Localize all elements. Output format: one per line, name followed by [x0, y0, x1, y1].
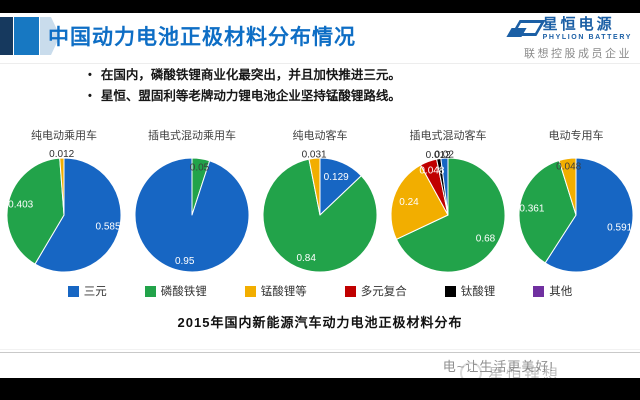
legend-swatch-icon — [444, 285, 456, 297]
header-divider — [0, 63, 640, 64]
legend-label: 锰酸锂等 — [260, 286, 307, 298]
slice-label: 0.95 — [175, 256, 195, 267]
slice-label: 0.012 — [49, 149, 74, 160]
title-accent — [0, 17, 60, 55]
slice-label: 0.129 — [324, 172, 349, 183]
pie-title: 纯电动客车 — [292, 130, 348, 142]
pie-slice-三元 — [134, 157, 250, 273]
legend-label: 磷酸铁锂 — [160, 286, 207, 298]
pie-slice-三元 — [544, 157, 634, 273]
accent-arrow-icon — [40, 17, 60, 55]
pie-svg: 0.585 0.403 0.012 — [6, 149, 122, 273]
pie-svg: 0.591 0.361 0.048 — [518, 157, 634, 273]
logo-english-name: PHYLION BATTERY — [542, 34, 632, 41]
pie-slice-磷酸铁锂 — [6, 157, 65, 265]
legend-swatch-icon — [533, 285, 545, 297]
pie-chart-5: 电动专用车 0.591 0.361 0.048 — [512, 128, 640, 277]
pie-svg: 0.05 0.95 — [134, 157, 250, 273]
slice-label: 0.84 — [296, 253, 316, 264]
slice-label: 0.585 — [95, 222, 120, 233]
legend-item-钛酸锂: 钛酸锂 — [444, 283, 496, 299]
pie-chart-2: 插电式混动乘用车 0.05 0.95 — [128, 128, 256, 277]
legend-item-三元: 三元 — [67, 283, 107, 299]
pie-slice-锰酸锂等 — [308, 157, 321, 216]
slice-label: 0.05 — [190, 162, 210, 173]
slice-label: 0.012 — [426, 150, 451, 161]
phylion-logo-icon — [506, 18, 546, 42]
bullet-text: 星恒、盟固利等老牌动力锂电池企业坚持锰酸锂路线。 — [100, 89, 401, 103]
pie-chart-3: 纯电动客车 0.129 0.84 0.031 — [256, 128, 384, 277]
legend-swatch-icon — [344, 285, 356, 297]
chart-legend: 三元 磷酸铁锂 锰酸锂等 多元复合 钛酸锂 其他 — [0, 283, 640, 299]
company-logo: 星恒电源 PHYLION BATTERY 联想控股成员企业 — [506, 17, 632, 61]
logo-tagline: 联想控股成员企业 — [524, 48, 632, 60]
pie-slice-锰酸锂等 — [390, 164, 449, 240]
slice-label: 0.048 — [556, 162, 581, 173]
chart-caption: 2015年国内新能源汽车动力电池正极材料分布 — [177, 315, 463, 330]
pie-charts-row: 纯电动乘用车 0.585 0.403 0.012 插电式混动乘用车 0.05 0.95 纯电动… — [0, 128, 640, 277]
bullet-item: • 在国内，磷酸铁锂商业化最突出，并且加快推进三元。 — [88, 67, 401, 83]
legend-item-锰酸锂等: 锰酸锂等 — [244, 283, 307, 299]
pie-slice-锰酸锂等 — [59, 157, 65, 216]
pie-title: 插电式混动乘用车 — [148, 130, 236, 142]
bullet-icon: • — [88, 90, 92, 102]
legend-label: 三元 — [83, 286, 107, 298]
pie-slice-三元 — [34, 157, 122, 273]
pie-chart-1: 纯电动乘用车 0.585 0.403 0.012 — [0, 128, 128, 277]
pie-title: 插电式混动客车 — [409, 130, 487, 142]
pie-svg: 0.129 0.84 0.031 — [262, 150, 378, 273]
top-black-bar — [0, 0, 640, 13]
page-title: 中国动力电池正极材料分布情况 — [48, 26, 356, 49]
legend-swatch-icon — [67, 285, 79, 297]
bullet-icon: • — [88, 69, 92, 81]
slice-label: 0.031 — [302, 150, 327, 161]
footer-divider — [0, 352, 640, 353]
logo-company-name: 星恒电源 — [542, 16, 615, 33]
pie-title: 纯电动乘用车 — [31, 130, 97, 142]
pie-chart-4: 插电式混动客车 0.68 0.24 0.048 0.012 0.02 — [384, 128, 512, 277]
pie-slice-三元 — [440, 157, 449, 216]
bullet-list: • 在国内，磷酸铁锂商业化最突出，并且加快推进三元。 • 星恒、盟固利等老牌动力… — [88, 67, 401, 109]
bottom-black-bar — [0, 378, 640, 400]
pie-slice-磷酸铁锂 — [395, 157, 506, 273]
pie-title: 电动专用车 — [548, 130, 604, 142]
slice-label: 0.68 — [476, 233, 496, 244]
slice-label: 0.403 — [8, 200, 33, 211]
bullet-text: 在国内，磷酸铁锂商业化最突出，并且加快推进三元。 — [100, 68, 401, 82]
pie-slice-锰酸锂等 — [558, 157, 577, 216]
pie-slice-磷酸铁锂 — [518, 160, 577, 264]
logo-row: 星恒电源 PHYLION BATTERY — [506, 17, 632, 42]
slice-label: 0.048 — [419, 166, 444, 177]
legend-swatch-icon — [244, 285, 256, 297]
slice-label: 0.361 — [519, 204, 544, 215]
slice-label: 0.24 — [399, 197, 419, 208]
legend-item-磷酸铁锂: 磷酸铁锂 — [144, 283, 207, 299]
legend-label: 其他 — [549, 286, 573, 298]
bullet-item: • 星恒、盟固利等老牌动力锂电池企业坚持锰酸锂路线。 — [88, 88, 401, 104]
logo-text: 星恒电源 PHYLION BATTERY — [543, 17, 632, 42]
accent-blue-block — [14, 17, 39, 55]
pie-slice-磷酸铁锂 — [262, 158, 378, 273]
accent-navy-block — [0, 17, 13, 55]
legend-item-其他: 其他 — [533, 283, 572, 299]
legend-item-多元复合: 多元复合 — [344, 283, 407, 299]
legend-swatch-icon — [144, 285, 156, 297]
legend-label: 钛酸锂 — [460, 286, 496, 298]
legend-label: 多元复合 — [360, 286, 407, 298]
slice-label: 0.02 — [434, 149, 454, 160]
slice-label: 0.591 — [607, 223, 632, 234]
